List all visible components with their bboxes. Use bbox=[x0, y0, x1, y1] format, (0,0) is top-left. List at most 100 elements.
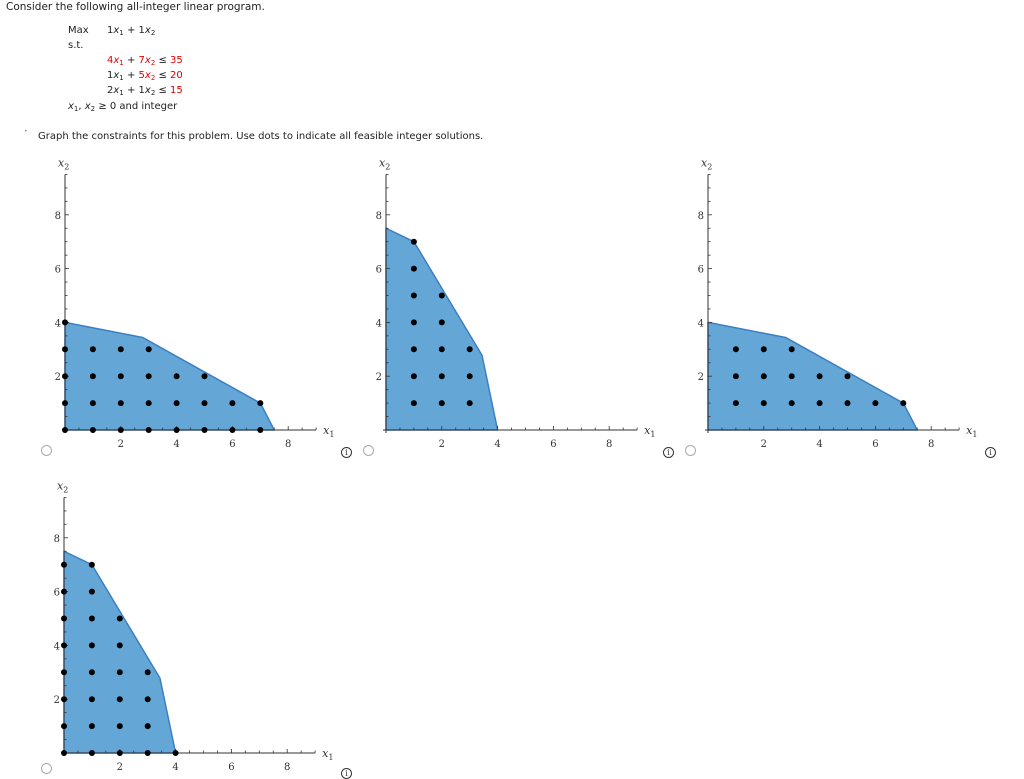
y-tick-label: 4 bbox=[376, 318, 382, 329]
y-tick-label: 8 bbox=[698, 211, 704, 222]
integer-solution-dot bbox=[816, 373, 823, 380]
nonnegativity-constraint: x1, x2 ≥ 0 and integer bbox=[68, 101, 178, 113]
x-tick-label: 2 bbox=[761, 439, 767, 450]
constraint-3: 2x1 + 1x2 ≤ 15 bbox=[107, 85, 183, 97]
integer-solution-dot bbox=[410, 346, 417, 353]
integer-solution-dot bbox=[732, 400, 739, 407]
info-icon-option-a[interactable]: i bbox=[341, 447, 352, 458]
intro-text: Consider the following all-integer linea… bbox=[6, 1, 265, 13]
integer-solution-dot bbox=[116, 615, 123, 622]
integer-solution-dot bbox=[466, 346, 473, 353]
x-tick-label: 8 bbox=[928, 439, 934, 450]
x-tick-label: 4 bbox=[173, 439, 179, 450]
integer-solution-dot bbox=[410, 238, 417, 245]
integer-solution-dot bbox=[788, 346, 795, 353]
y-tick-label: 6 bbox=[376, 265, 382, 276]
radio-option-a[interactable] bbox=[41, 445, 52, 456]
integer-solution-dot bbox=[117, 400, 124, 407]
radio-option-d[interactable] bbox=[41, 763, 52, 774]
y-tick-label: 4 bbox=[55, 318, 61, 329]
info-icon-option-c[interactable]: i bbox=[985, 447, 996, 458]
integer-solution-dot bbox=[788, 400, 795, 407]
constraint-1: 4x1 + 7x2 ≤ 35 bbox=[107, 55, 183, 67]
integer-solution-dot bbox=[173, 400, 180, 407]
integer-solution-dot bbox=[466, 400, 473, 407]
integer-solution-dot bbox=[844, 373, 851, 380]
integer-solution-dot bbox=[201, 373, 208, 380]
y-tick-label: 4 bbox=[54, 641, 60, 652]
integer-solution-dot bbox=[62, 346, 68, 353]
integer-solution-dot bbox=[438, 292, 445, 299]
integer-solution-dot bbox=[173, 427, 180, 433]
integer-solution-dot bbox=[88, 723, 95, 730]
y-tick-label: 2 bbox=[55, 372, 61, 383]
integer-solution-dot bbox=[172, 750, 179, 756]
x-axis-label: x1 bbox=[966, 424, 977, 439]
x-tick-label: 6 bbox=[872, 439, 878, 450]
x-tick-label: 4 bbox=[816, 439, 822, 450]
y-tick-label: 6 bbox=[698, 265, 704, 276]
x-axis-label: x1 bbox=[322, 747, 333, 762]
integer-solution-dot bbox=[438, 400, 445, 407]
integer-solution-dot bbox=[760, 373, 767, 380]
y-tick-label: 6 bbox=[54, 588, 60, 599]
integer-solution-dot bbox=[145, 373, 152, 380]
integer-solution-dot bbox=[61, 723, 67, 730]
x-tick-label: 2 bbox=[117, 762, 123, 773]
integer-solution-dot bbox=[410, 292, 417, 299]
st-label: s.t. bbox=[68, 40, 84, 51]
integer-solution-dot bbox=[466, 373, 473, 380]
info-icon-option-b[interactable]: i bbox=[663, 447, 674, 458]
x-tick-label: 8 bbox=[284, 762, 290, 773]
integer-solution-dot bbox=[117, 373, 124, 380]
integer-solution-dot bbox=[410, 319, 417, 326]
integer-solution-dot bbox=[201, 427, 208, 433]
x-tick-label: 2 bbox=[118, 439, 124, 450]
integer-solution-dot bbox=[144, 696, 151, 703]
integer-solution-dot bbox=[760, 400, 767, 407]
integer-solution-dot bbox=[61, 696, 67, 703]
x-tick-label: 2 bbox=[439, 439, 445, 450]
integer-solution-dot bbox=[88, 642, 95, 649]
integer-solution-dot bbox=[257, 427, 264, 433]
integer-solution-dot bbox=[201, 400, 208, 407]
integer-solution-dot bbox=[145, 427, 152, 433]
objective-function: 1x1 + 1x2 bbox=[107, 25, 156, 37]
integer-solution-dot bbox=[88, 588, 95, 595]
integer-solution-dot bbox=[144, 669, 151, 676]
integer-solution-dot bbox=[62, 373, 68, 380]
integer-solution-dot bbox=[62, 427, 68, 433]
integer-solution-dot bbox=[144, 723, 151, 730]
integer-solution-dot bbox=[61, 642, 67, 649]
integer-solution-dot bbox=[116, 669, 123, 676]
constraint-2: 1x1 + 5x2 ≤ 20 bbox=[107, 70, 183, 82]
x-tick-label: 8 bbox=[606, 439, 612, 450]
y-tick-label: 8 bbox=[376, 211, 382, 222]
integer-solution-dot bbox=[61, 615, 67, 622]
radio-option-c[interactable] bbox=[685, 445, 696, 456]
integer-solution-dot bbox=[89, 427, 96, 433]
x-tick-label: 8 bbox=[285, 439, 291, 450]
integer-solution-dot bbox=[145, 400, 152, 407]
integer-solution-dot bbox=[144, 750, 151, 756]
integer-solution-dot bbox=[410, 400, 417, 407]
integer-solution-dot bbox=[438, 346, 445, 353]
linear-program: Max 1x1 + 1x2 s.t. 4x1 + 7x2 ≤ 35 1x1 + … bbox=[68, 24, 268, 119]
integer-solution-dot bbox=[173, 373, 180, 380]
integer-solution-dot bbox=[116, 750, 123, 756]
integer-solution-dot bbox=[61, 750, 67, 756]
feasible-region bbox=[63, 550, 177, 754]
integer-solution-dot bbox=[88, 615, 95, 622]
integer-solution-dot bbox=[257, 400, 264, 407]
y-tick-label: 8 bbox=[55, 211, 61, 222]
integer-solution-dot bbox=[732, 373, 739, 380]
integer-solution-dot bbox=[816, 400, 823, 407]
instruction-text: Graph the constraints for this problem. … bbox=[38, 131, 484, 142]
y-axis-label: x2 bbox=[701, 156, 712, 171]
y-axis-label: x2 bbox=[379, 156, 390, 171]
integer-solution-dot bbox=[145, 346, 152, 353]
x-axis-label: x1 bbox=[644, 424, 655, 439]
radio-option-b[interactable] bbox=[363, 445, 374, 456]
